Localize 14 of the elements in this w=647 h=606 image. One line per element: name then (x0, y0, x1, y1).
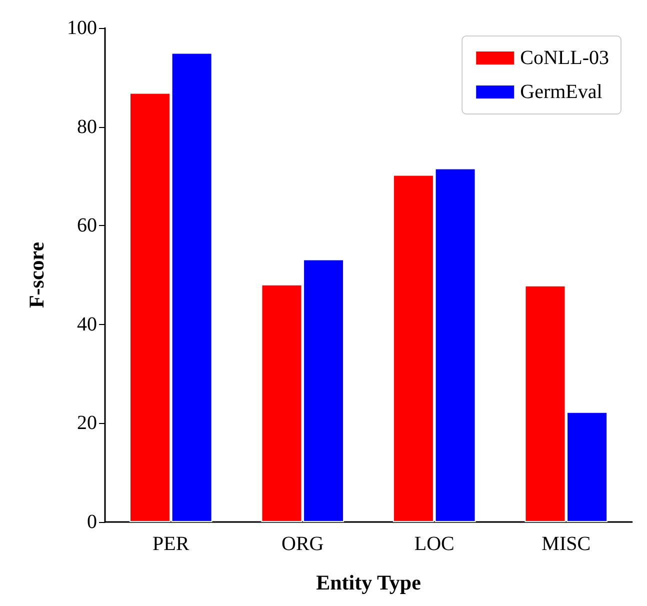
y-tick-label: 0 (87, 511, 97, 533)
y-tick-label: 20 (77, 412, 97, 434)
y-tick-label: 100 (67, 17, 97, 39)
legend-label: GermEval (520, 81, 603, 103)
x-tick-label: ORG (282, 533, 324, 555)
legend-label: CoNLL-03 (520, 47, 610, 69)
x-axis-title: Entity Type (316, 570, 421, 594)
y-tick-label: 40 (77, 313, 97, 336)
y-tick-label: 80 (77, 116, 97, 138)
x-tick-label: PER (152, 533, 190, 555)
x-tick-label: MISC (542, 533, 591, 555)
y-axis-title: F-score (24, 242, 48, 308)
x-tick-label: LOC (414, 533, 454, 555)
y-tick-label: 60 (77, 214, 97, 237)
